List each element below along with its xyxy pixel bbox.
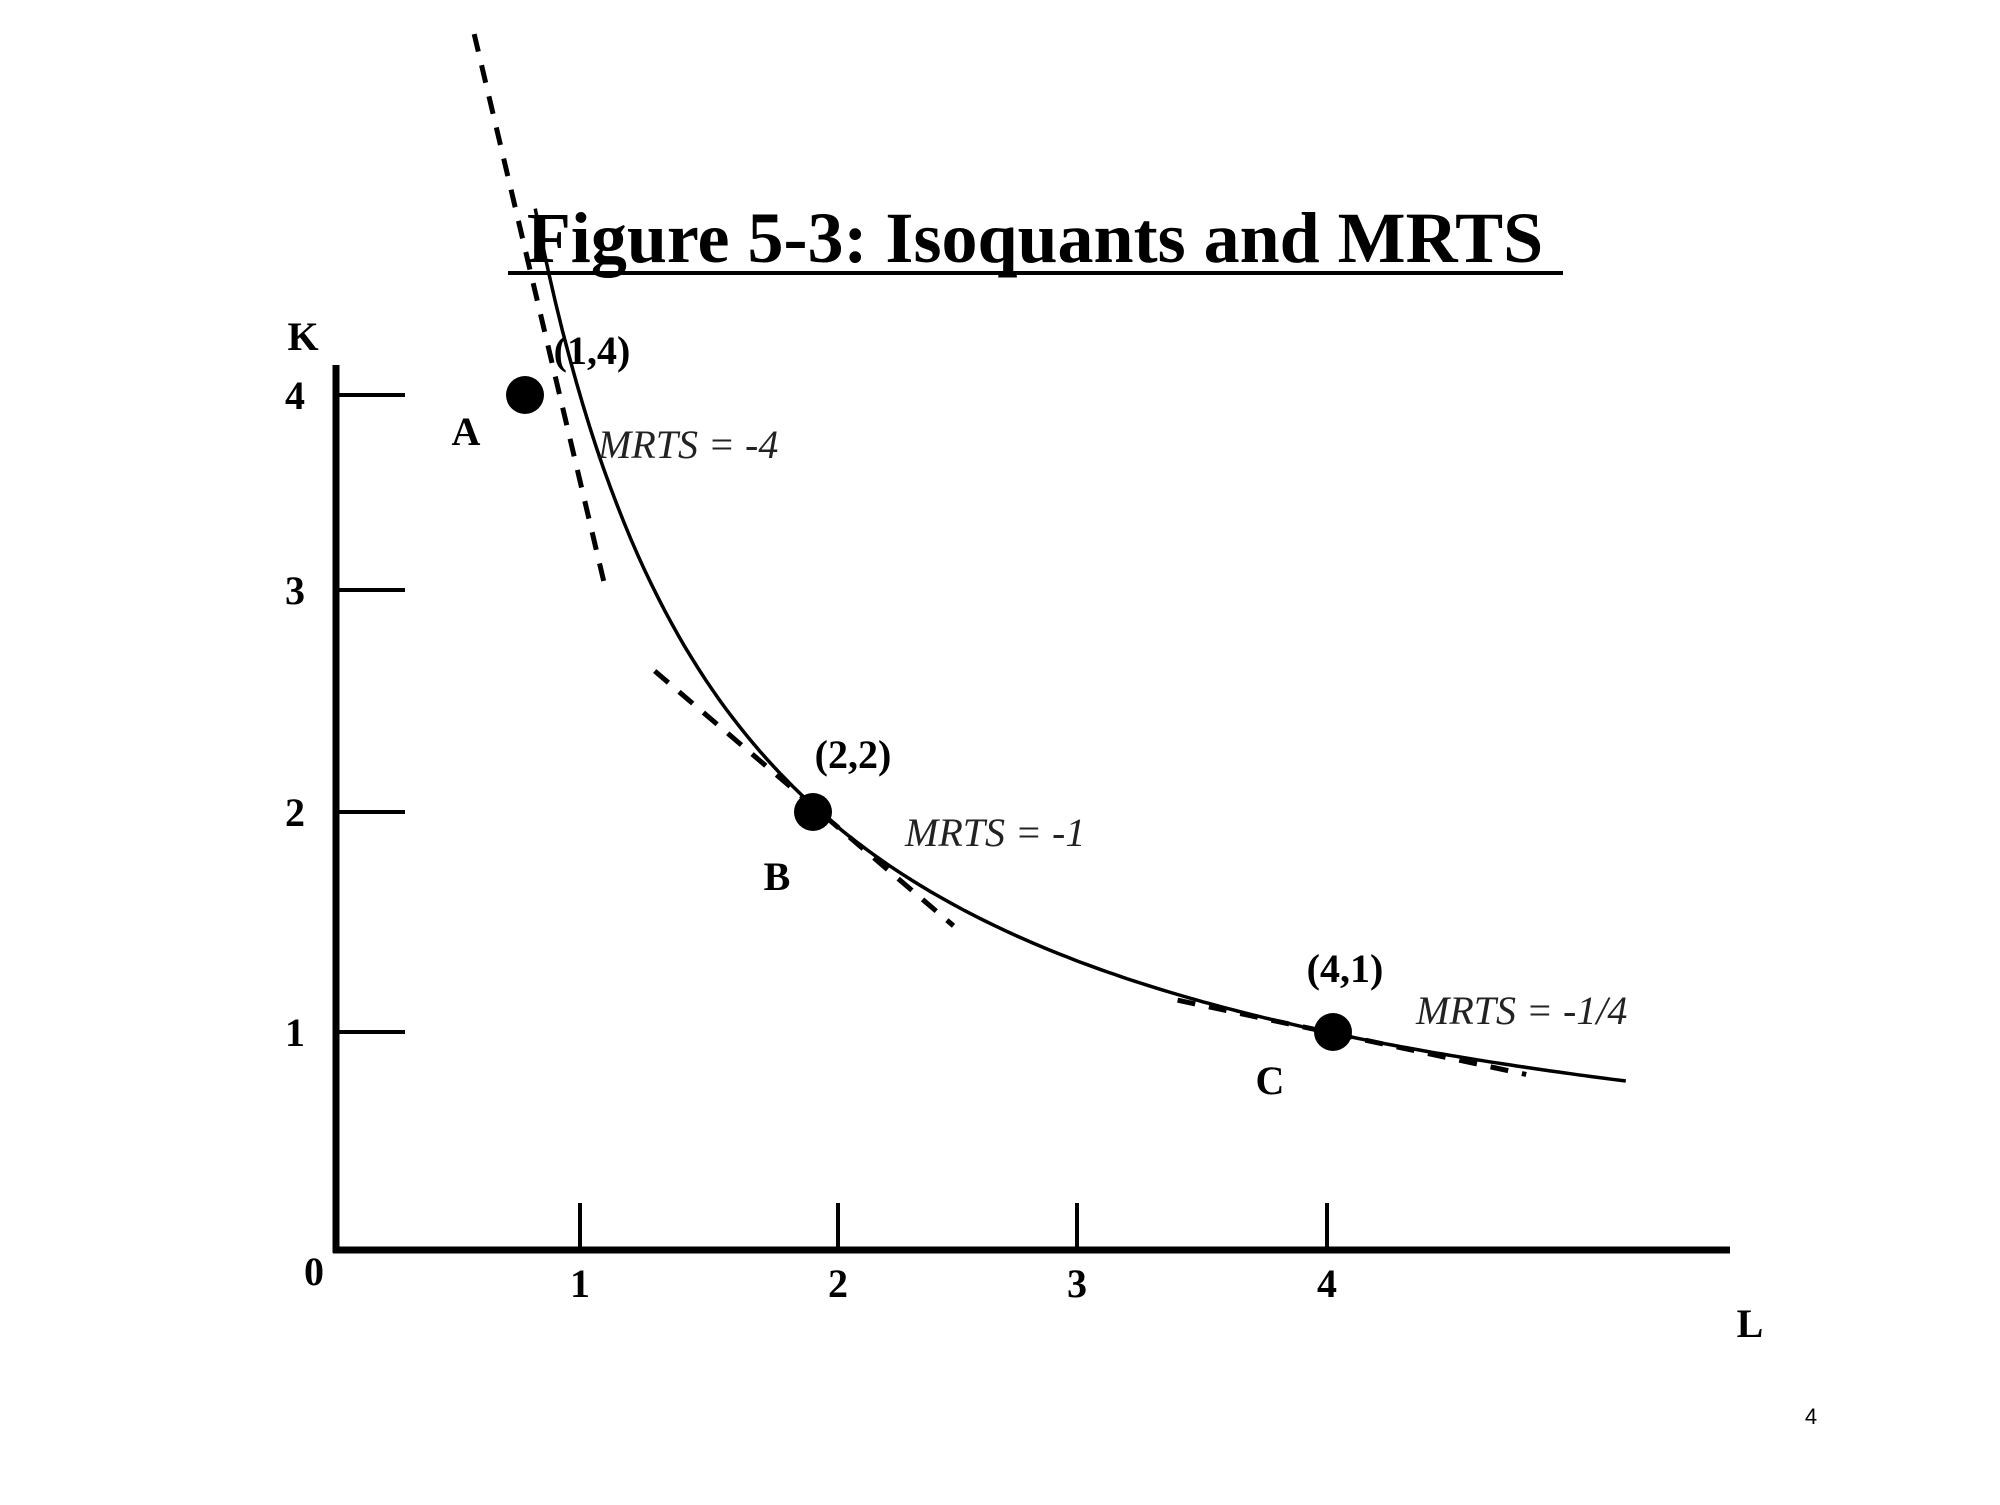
coordinate-label-b: (2,2) — [815, 732, 892, 777]
origin-label: 0 — [304, 1249, 324, 1294]
point-annotations: A (1,4) MRTS = -4 B (2,2) MRTS = -1 C (4,1) MRTS… — [452, 328, 1628, 1103]
y-tick-label: 1 — [285, 1010, 305, 1055]
page-number: 4 — [1804, 1404, 1818, 1429]
y-tick-label: 2 — [285, 790, 305, 835]
tangent-line-c — [1177, 997, 1527, 1077]
mrts-label-a: MRTS = -4 — [597, 422, 778, 467]
point-a — [506, 376, 544, 414]
axes: 1 2 3 4 1 2 3 4 0 K L — [285, 314, 1763, 1346]
x-axis-label: L — [1737, 1301, 1764, 1346]
x-tick-label: 1 — [570, 1261, 590, 1306]
coordinate-label-c: (4,1) — [1307, 946, 1384, 991]
point-label-b: B — [764, 854, 791, 899]
tangent-line-a — [471, 33, 608, 587]
point-b — [794, 793, 832, 831]
y-tick-label: 4 — [285, 373, 305, 418]
x-tick-label: 4 — [1317, 1261, 1337, 1306]
y-axis-label: K — [287, 314, 318, 359]
isoquant-points — [506, 376, 1352, 1051]
point-label-c: C — [1256, 1058, 1285, 1103]
isoquant-line — [533, 208, 1627, 1083]
tangent-lines — [471, 33, 1527, 1077]
isoquant-curve — [533, 208, 1627, 1083]
x-tick-label: 3 — [1067, 1261, 1087, 1306]
x-tick-label: 2 — [828, 1261, 848, 1306]
chart-title: Figure 5-3: Isoquants and MRTS — [527, 198, 1543, 278]
mrts-label-c: MRTS = -1/4 — [1415, 988, 1627, 1033]
coordinate-label-a: (1,4) — [554, 328, 631, 373]
point-c — [1314, 1013, 1352, 1051]
mrts-label-b: MRTS = -1 — [904, 810, 1085, 855]
y-tick-label: 3 — [285, 568, 305, 613]
point-label-a: A — [452, 409, 481, 454]
